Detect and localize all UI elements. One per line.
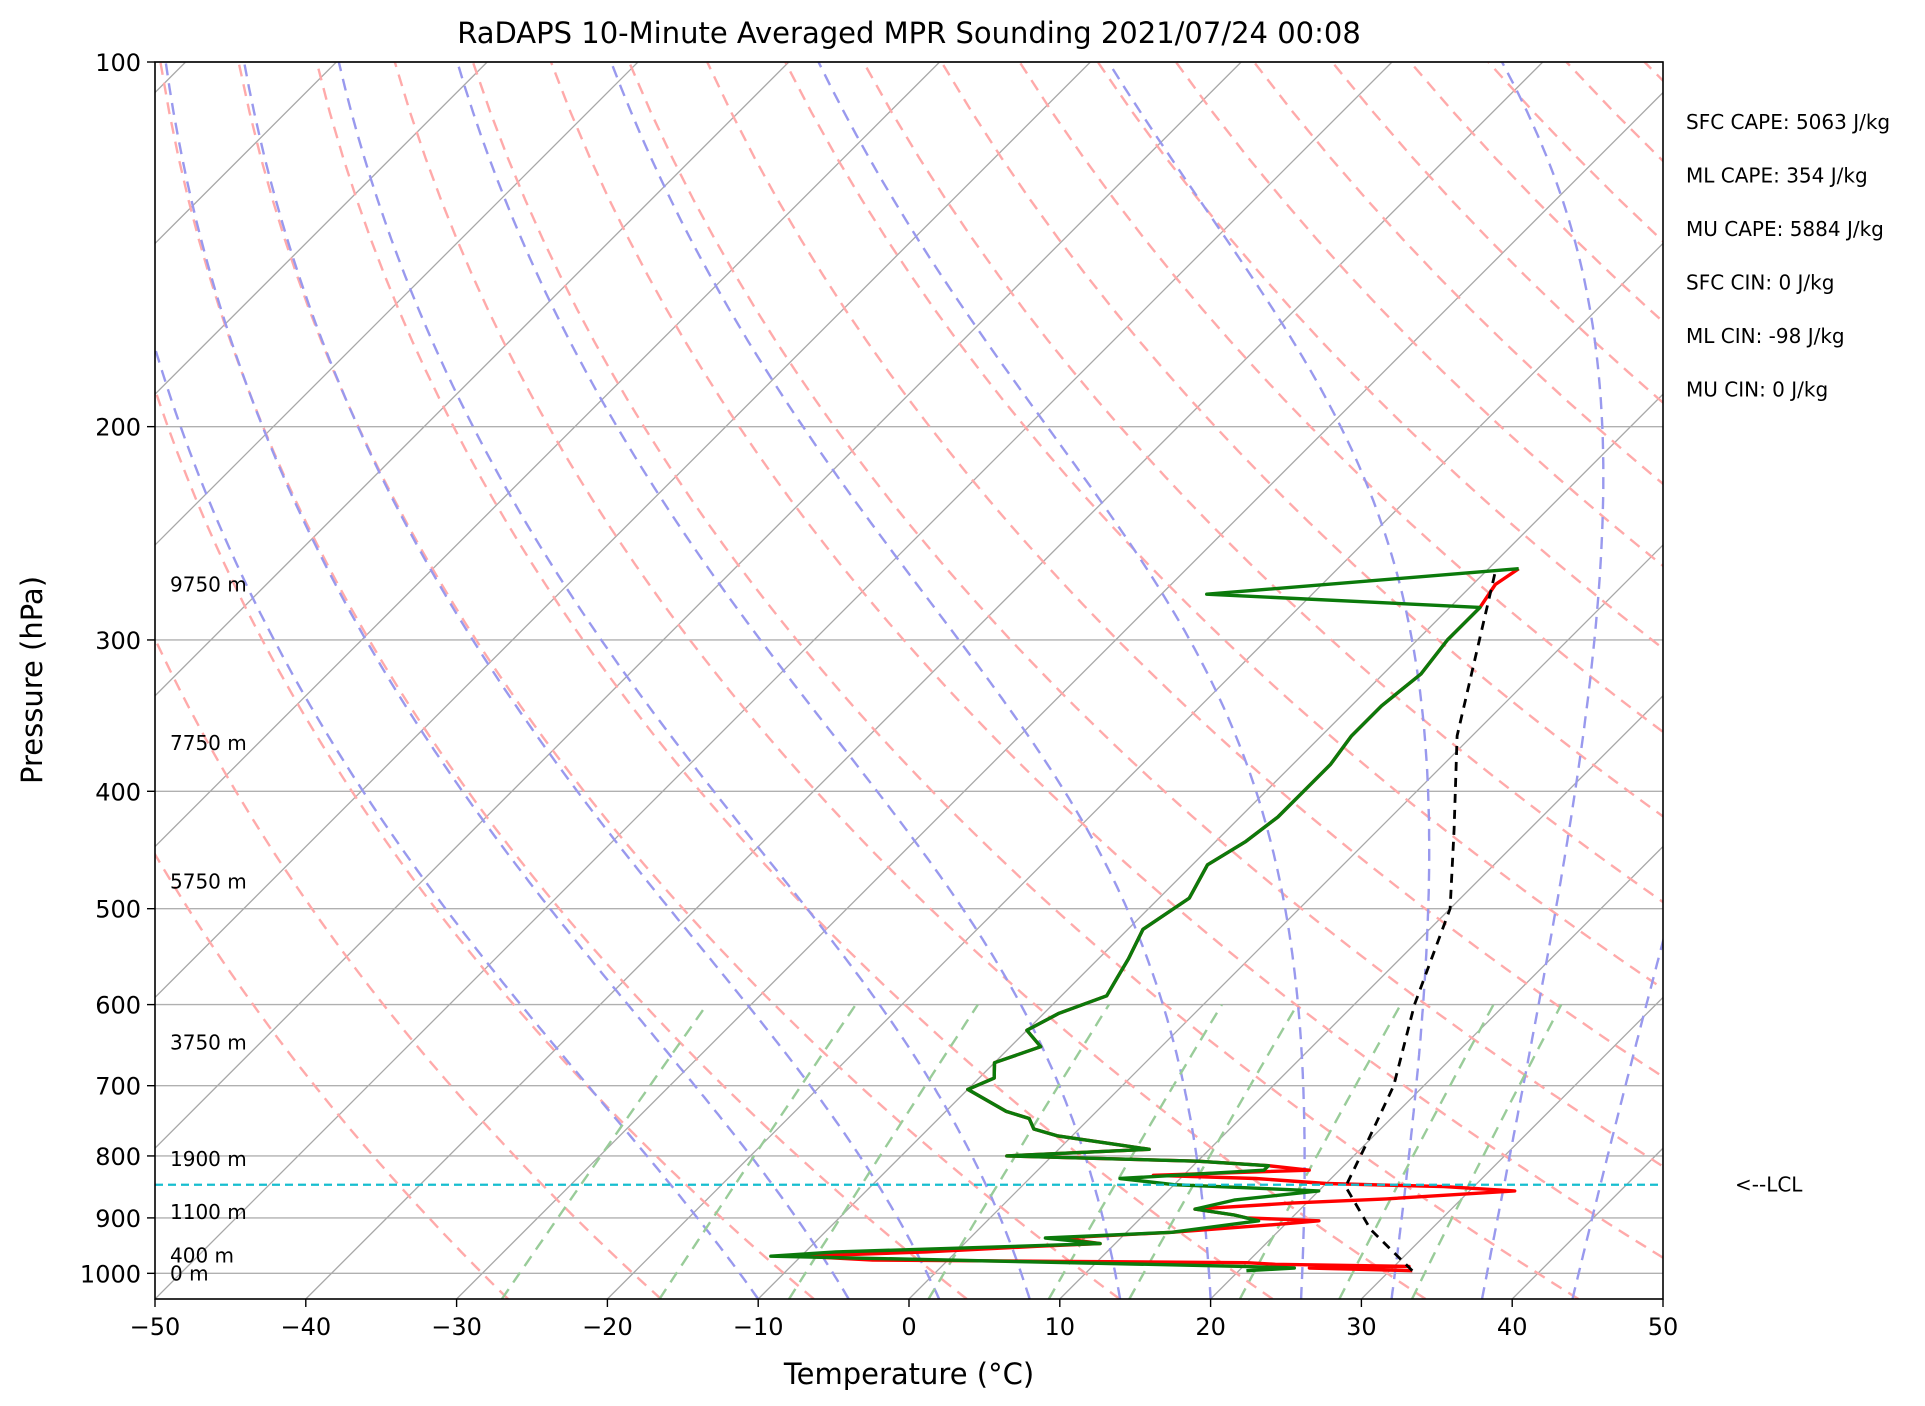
- height-label: 7750 m: [170, 731, 247, 755]
- isotherm: [155, 62, 941, 848]
- y-tick-label: 200: [95, 414, 141, 442]
- x-tick-label: 0: [901, 1313, 916, 1341]
- x-axis-ticks: −50 −40 −30 −20 −10 0 10 20 30 40 50: [130, 1299, 1679, 1341]
- stability-index: ML CAPE: 354 J/kg: [1686, 164, 1868, 188]
- moist-adiabat: [817, 62, 1306, 1299]
- moist-adiabat: [337, 62, 1031, 1299]
- stability-index: SFC CIN: 0 J/kg: [1686, 271, 1834, 295]
- dry-adiabat: [237, 62, 1121, 1299]
- moist-adiabats: [155, 62, 1663, 1299]
- x-tick-label: 20: [1195, 1313, 1226, 1341]
- stability-index: MU CAPE: 5884 J/kg: [1686, 217, 1884, 241]
- moist-adiabat: [609, 62, 1212, 1299]
- x-tick-label: 40: [1497, 1313, 1528, 1341]
- x-tick-label: 10: [1045, 1313, 1076, 1341]
- dry-adiabat: [471, 62, 1580, 1299]
- dry-adiabat: [155, 636, 662, 1299]
- stability-indices: SFC CAPE: 5063 J/kg ML CAPE: 354 J/kg MU C…: [1686, 110, 1890, 402]
- stability-index: MU CIN: 0 J/kg: [1686, 378, 1828, 402]
- y-tick-label: 100: [95, 49, 141, 77]
- dry-adiabat: [1018, 62, 1663, 734]
- y-tick-label: 1000: [80, 1260, 141, 1288]
- moist-adiabat: [1480, 62, 1605, 1299]
- moist-adiabat: [242, 62, 941, 1299]
- isotherm: [606, 242, 1663, 1299]
- pressure-gridlines: [155, 61, 1663, 1275]
- y-axis-ticks: 100 200 300 400 500 600 700 800 900 1000: [80, 49, 155, 1288]
- isotherm: [1059, 694, 1663, 1299]
- y-tick-label: 300: [95, 627, 141, 655]
- x-tick-label: −50: [130, 1313, 181, 1341]
- isotherm: [456, 91, 1663, 1299]
- height-label: 9750 m: [170, 573, 247, 597]
- dry-adiabat: [862, 62, 1663, 904]
- isotherm: [155, 62, 1242, 1150]
- height-label: 1100 m: [170, 1200, 247, 1224]
- isotherm: [1360, 996, 1663, 1299]
- dry-adiabat: [155, 851, 509, 1299]
- x-tick-label: −30: [431, 1313, 482, 1341]
- dry-adiabats: [155, 62, 1663, 1299]
- isotherm: [908, 544, 1663, 1299]
- mixing-ratio-line: [658, 1003, 857, 1299]
- dry-adiabat: [315, 62, 1274, 1299]
- mixing-ratio-line: [787, 1003, 979, 1299]
- sounding-series: [769, 567, 1520, 1273]
- y-tick-label: 400: [95, 778, 141, 806]
- height-label: 400 m: [170, 1244, 234, 1268]
- stability-index: ML CIN: -98 J/kg: [1686, 324, 1845, 348]
- x-axis-label: Temperature (°C): [783, 1357, 1034, 1391]
- y-tick-label: 500: [95, 896, 141, 924]
- moist-adiabat: [456, 62, 1122, 1299]
- dewpoint-line: [769, 567, 1519, 1273]
- mixing-ratio-line: [1338, 1004, 1495, 1299]
- moist-adiabat: [1571, 936, 1663, 1299]
- dry-adiabat: [159, 62, 968, 1299]
- mixing-ratio-line: [500, 1003, 708, 1299]
- dry-adiabat: [706, 62, 1663, 1079]
- y-tick-label: 900: [95, 1205, 141, 1233]
- x-tick-label: −40: [280, 1313, 331, 1341]
- isotherm: [155, 62, 488, 396]
- x-tick-label: −10: [733, 1313, 784, 1341]
- y-tick-label: 700: [95, 1073, 141, 1101]
- dry-adiabat: [393, 62, 1427, 1299]
- height-label: 0 m: [170, 1261, 209, 1285]
- height-label: 5750 m: [170, 870, 247, 894]
- height-label: 3750 m: [170, 1031, 247, 1055]
- height-label: 1900 m: [170, 1147, 247, 1171]
- isotherm: [1210, 845, 1663, 1299]
- plot-area: [154, 61, 1664, 1300]
- moist-adiabat: [164, 62, 850, 1299]
- dry-adiabat: [627, 62, 1663, 1168]
- x-tick-label: 50: [1648, 1313, 1679, 1341]
- y-tick-label: 600: [95, 992, 141, 1020]
- moist-adiabat: [1107, 62, 1431, 1299]
- mixing-ratio-line: [1410, 1004, 1563, 1299]
- dry-adiabat: [940, 62, 1663, 818]
- mixing-ratio-line: [1238, 1004, 1402, 1299]
- lcl-label: <--LCL: [1735, 1173, 1803, 1197]
- x-tick-label: 30: [1346, 1313, 1377, 1341]
- isotherm: [155, 62, 639, 546]
- x-tick-label: −20: [582, 1313, 633, 1341]
- isotherm: [155, 62, 790, 697]
- moist-adiabat: [155, 343, 760, 1299]
- dry-adiabat: [549, 62, 1663, 1260]
- chart-title: RaDAPS 10-Minute Averaged MPR Sounding 2…: [457, 16, 1361, 50]
- y-axis-label: Pressure (hPa): [15, 576, 49, 784]
- isotherm: [155, 62, 1393, 1299]
- y-tick-label: 800: [95, 1143, 141, 1171]
- isotherm: [155, 62, 1091, 999]
- stability-index: SFC CAPE: 5063 J/kg: [1686, 110, 1890, 134]
- isotherm: [305, 62, 1544, 1299]
